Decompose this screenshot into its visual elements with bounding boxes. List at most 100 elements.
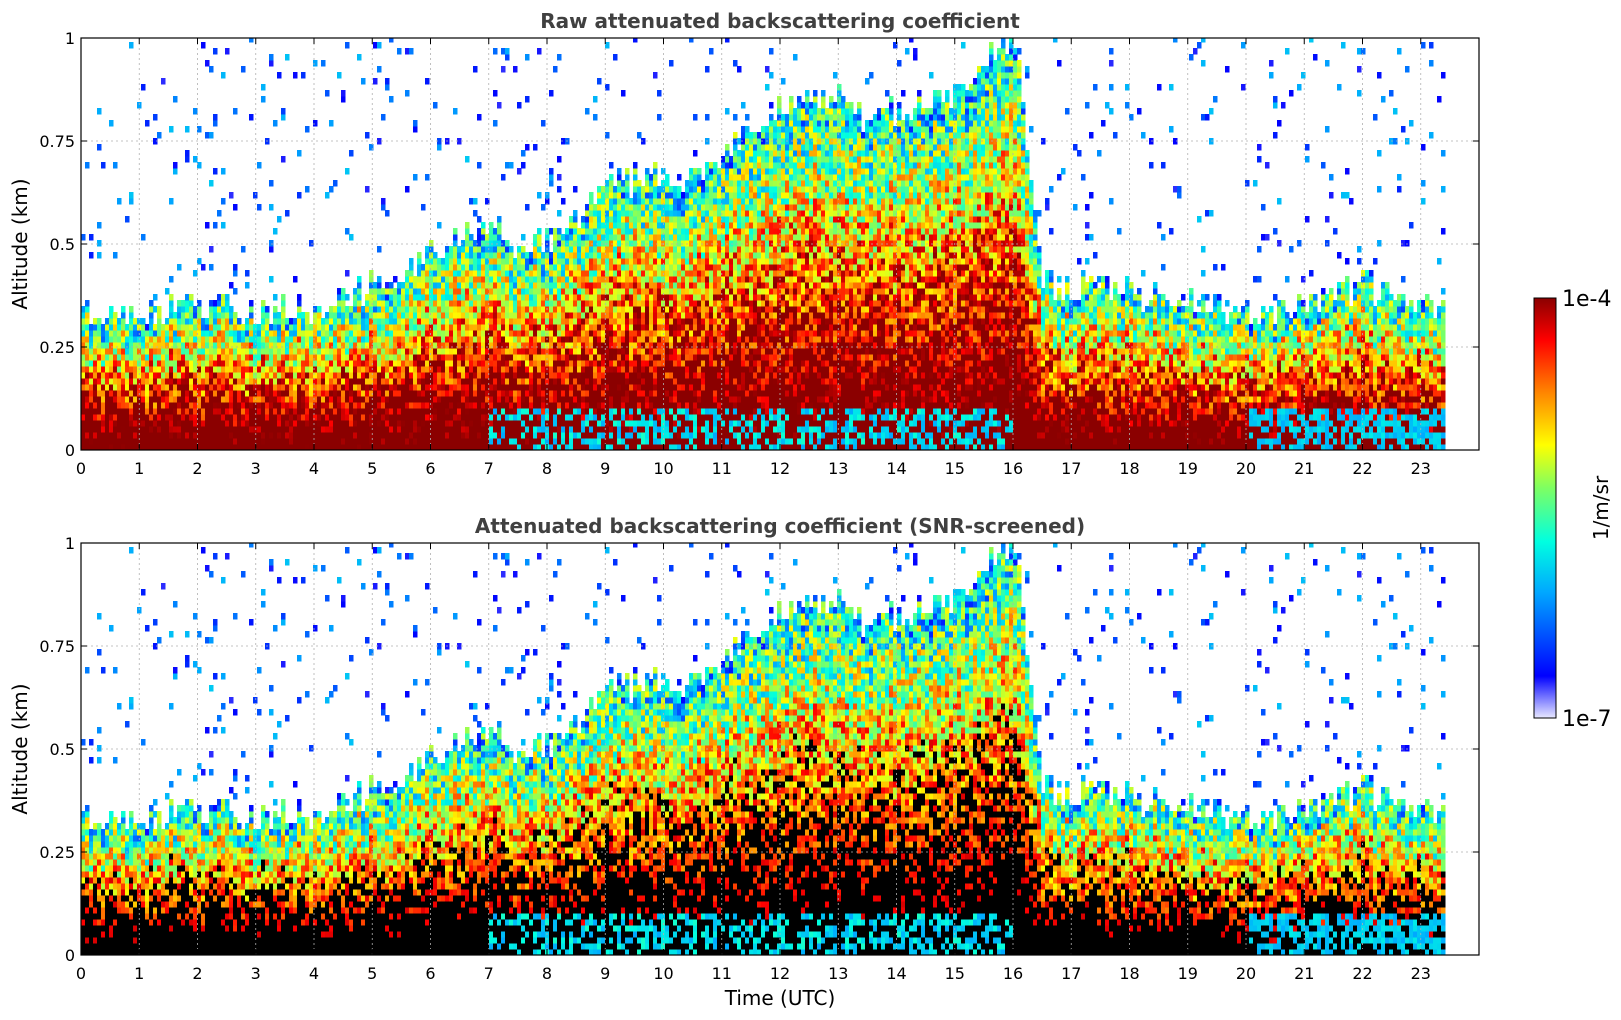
heatmap-cell bbox=[157, 396, 162, 403]
heatmap-cell bbox=[473, 390, 478, 397]
heatmap-cell bbox=[509, 426, 514, 433]
heatmap-cell bbox=[349, 306, 354, 313]
heatmap-cell bbox=[413, 432, 418, 439]
heatmap-cell bbox=[437, 222, 442, 229]
heatmap-cell bbox=[373, 366, 378, 373]
heatmap-cell bbox=[249, 336, 254, 343]
heatmap-cell bbox=[677, 378, 682, 385]
heatmap-cell bbox=[261, 366, 266, 373]
heatmap-cell bbox=[669, 414, 674, 421]
heatmap-cell bbox=[117, 354, 122, 361]
heatmap-cell bbox=[613, 360, 618, 367]
heatmap-cell bbox=[565, 342, 570, 349]
heatmap-cell bbox=[457, 348, 462, 355]
heatmap-cell bbox=[337, 390, 342, 397]
heatmap-cell bbox=[157, 366, 162, 373]
heatmap-cell bbox=[273, 120, 278, 127]
heatmap-cell bbox=[401, 420, 406, 427]
heatmap-cell bbox=[337, 342, 342, 349]
heatmap-cell bbox=[341, 420, 346, 427]
heatmap-cell bbox=[621, 270, 626, 277]
heatmap-cell bbox=[269, 54, 274, 61]
heatmap-cell bbox=[669, 258, 674, 265]
heatmap-cell bbox=[473, 432, 478, 439]
heatmap-cell bbox=[685, 336, 690, 343]
heatmap-cell bbox=[121, 444, 126, 450]
heatmap-cell bbox=[449, 324, 454, 331]
heatmap-cell bbox=[645, 360, 650, 367]
heatmap-cell bbox=[397, 420, 402, 427]
heatmap-cell bbox=[233, 360, 238, 367]
heatmap-cell bbox=[157, 390, 162, 397]
heatmap-cell bbox=[489, 234, 494, 241]
heatmap-cell bbox=[405, 300, 410, 307]
heatmap-cell bbox=[609, 198, 614, 205]
heatmap-cell bbox=[169, 372, 174, 379]
heatmap-cell bbox=[305, 396, 310, 403]
heatmap-cell bbox=[277, 426, 282, 433]
heatmap-cell bbox=[657, 300, 662, 307]
heatmap-cell bbox=[577, 282, 582, 289]
heatmap-cell bbox=[677, 186, 682, 193]
heatmap-cell bbox=[337, 402, 342, 409]
heatmap-cell bbox=[517, 276, 522, 283]
heatmap-cell bbox=[405, 342, 410, 349]
heatmap-cell bbox=[689, 438, 694, 445]
heatmap-cell bbox=[385, 378, 390, 385]
heatmap-cell bbox=[337, 372, 342, 379]
heatmap-cell bbox=[641, 210, 646, 217]
heatmap-cell bbox=[357, 408, 362, 415]
heatmap-cell bbox=[517, 414, 522, 421]
heatmap-cell bbox=[245, 342, 250, 349]
heatmap-cell bbox=[569, 252, 574, 259]
heatmap-cell bbox=[673, 432, 678, 439]
heatmap-cell bbox=[105, 432, 110, 439]
heatmap-cell bbox=[637, 180, 642, 187]
heatmap-cell bbox=[165, 438, 170, 445]
heatmap-cell bbox=[465, 384, 470, 391]
heatmap-cell bbox=[597, 372, 602, 379]
heatmap-cell bbox=[417, 438, 422, 445]
heatmap-cell bbox=[425, 246, 430, 253]
heatmap-cell bbox=[505, 240, 510, 247]
heatmap-cell bbox=[529, 408, 534, 415]
heatmap-cell bbox=[653, 228, 658, 235]
heatmap-cell bbox=[621, 432, 626, 439]
heatmap-cell bbox=[649, 234, 654, 241]
heatmap-cell bbox=[641, 186, 646, 193]
heatmap-cell bbox=[113, 324, 118, 331]
heatmap-cell bbox=[369, 438, 374, 445]
heatmap-cell bbox=[409, 294, 414, 301]
heatmap-cell bbox=[485, 384, 490, 391]
heatmap-cell bbox=[305, 432, 310, 439]
heatmap-cell bbox=[393, 384, 398, 391]
heatmap-cell bbox=[205, 372, 210, 379]
heatmap-cell bbox=[661, 222, 666, 229]
heatmap-cell bbox=[593, 204, 598, 211]
heatmap-cell bbox=[161, 426, 166, 433]
heatmap-cell bbox=[569, 258, 574, 265]
heatmap-cell bbox=[673, 372, 678, 379]
heatmap-cell bbox=[661, 342, 666, 349]
heatmap-cell bbox=[417, 288, 422, 295]
heatmap-cell bbox=[409, 324, 414, 331]
heatmap-cell bbox=[569, 246, 574, 253]
heatmap-cell bbox=[181, 390, 186, 397]
heatmap-cell bbox=[453, 330, 458, 337]
heatmap-cell bbox=[381, 396, 386, 403]
heatmap-cell bbox=[625, 228, 630, 235]
heatmap-cell bbox=[541, 354, 546, 361]
heatmap-cell bbox=[93, 348, 98, 355]
heatmap-cell bbox=[385, 306, 390, 313]
heatmap-cell bbox=[477, 420, 482, 427]
heatmap-cell bbox=[93, 354, 98, 361]
heatmap-cell bbox=[385, 84, 390, 91]
heatmap-cell bbox=[117, 414, 122, 421]
heatmap-cell bbox=[685, 228, 690, 235]
heatmap-cell bbox=[565, 312, 570, 319]
heatmap-cell bbox=[521, 264, 526, 271]
heatmap-cell bbox=[613, 282, 618, 289]
heatmap-cell bbox=[213, 114, 218, 121]
heatmap-cell bbox=[429, 360, 434, 367]
heatmap-cell bbox=[569, 222, 574, 229]
